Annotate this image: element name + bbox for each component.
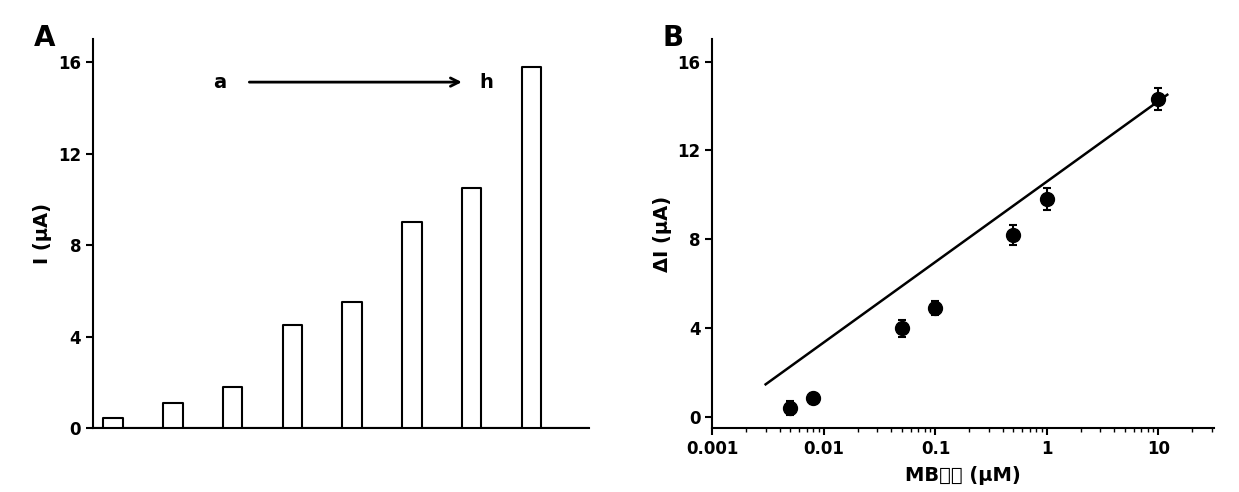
Text: h: h — [479, 73, 493, 92]
Text: a: a — [213, 73, 227, 92]
Text: B: B — [662, 24, 684, 52]
Text: A: A — [33, 24, 55, 52]
Y-axis label: ΔI (μA): ΔI (μA) — [653, 196, 672, 272]
Y-axis label: I (μA): I (μA) — [33, 203, 52, 264]
X-axis label: MB浓度 (μM): MB浓度 (μM) — [906, 466, 1021, 485]
